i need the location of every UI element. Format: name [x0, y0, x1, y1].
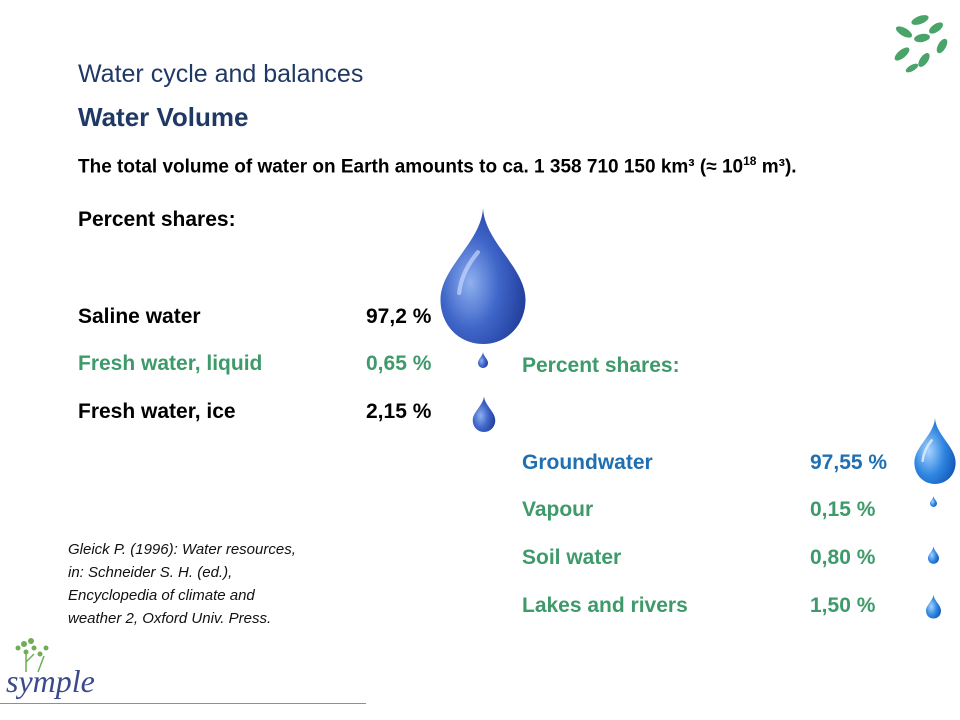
water-drop-icon — [478, 352, 488, 368]
water-drop-icon — [914, 418, 956, 484]
left-row-value: 97,2 % — [366, 305, 432, 328]
water-drop-icon — [926, 594, 941, 619]
right-row-value: 0,15 % — [810, 498, 876, 521]
left-row-label: Saline water — [78, 305, 201, 328]
right-row-value: 97,55 % — [810, 451, 888, 474]
water-drop-icon — [928, 546, 939, 564]
right-row-value: 1,50 % — [810, 594, 876, 617]
exponent: 18 — [743, 154, 757, 168]
left-row-value: 2,15 % — [366, 400, 432, 423]
right-row-value: 0,80 % — [810, 546, 876, 569]
citation: Gleick P. (1996): Water resources, in: S… — [68, 541, 296, 627]
right-row-label: Groundwater — [522, 451, 653, 474]
right-row-label: Soil water — [522, 546, 622, 569]
right-heading: Percent shares: — [522, 354, 680, 377]
footer-divider — [0, 703, 366, 704]
right-row-label: Vapour — [522, 498, 594, 521]
slide-subtitle: Water cycle and balances — [78, 60, 364, 88]
left-row-value: 0,65 % — [366, 352, 432, 375]
leaves-icon — [894, 15, 948, 73]
left-heading: Percent shares: — [78, 208, 236, 231]
symple-logo: symple — [6, 638, 95, 699]
water-drop-icon — [930, 496, 937, 507]
svg-text:symple: symple — [6, 663, 95, 699]
water-drop-icon — [440, 208, 526, 344]
left-row-label: Fresh water, liquid — [78, 352, 263, 375]
left-row-label: Fresh water, ice — [78, 400, 236, 423]
right-row-label: Lakes and rivers — [522, 594, 688, 617]
intro-text: The total volume of water on Earth amoun… — [78, 154, 797, 178]
water-drop-icon — [472, 396, 496, 432]
slide-title: Water Volume — [78, 102, 249, 132]
